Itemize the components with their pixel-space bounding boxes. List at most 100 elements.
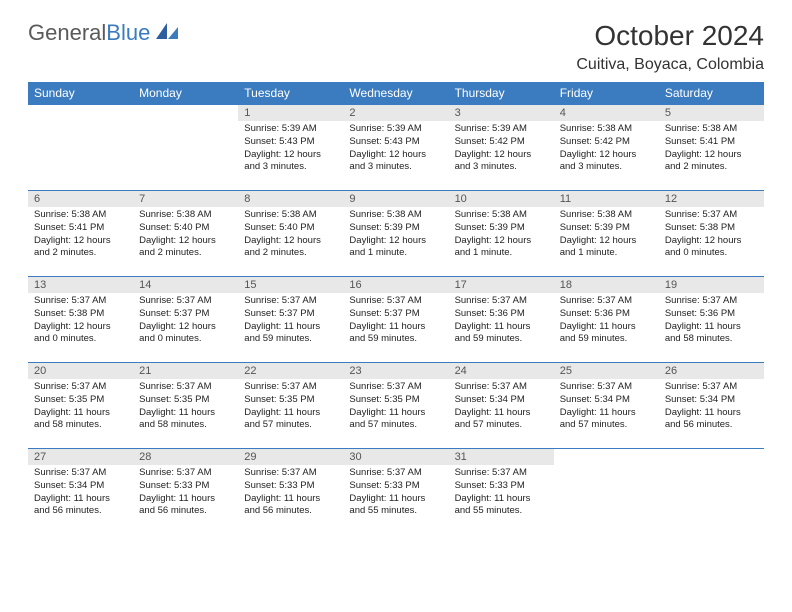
sunrise-text: Sunrise: 5:37 AM [34, 381, 127, 394]
sunset-text: Sunset: 5:34 PM [455, 394, 548, 407]
calendar-head: SundayMondayTuesdayWednesdayThursdayFrid… [28, 82, 764, 105]
day-number: 13 [28, 277, 133, 293]
calendar-cell: 30Sunrise: 5:37 AMSunset: 5:33 PMDayligh… [343, 449, 448, 535]
sunset-text: Sunset: 5:39 PM [560, 222, 653, 235]
sunset-text: Sunset: 5:38 PM [34, 308, 127, 321]
daylight-text: Daylight: 12 hours and 2 minutes. [139, 235, 232, 261]
day-body: Sunrise: 5:37 AMSunset: 5:34 PMDaylight:… [659, 379, 764, 436]
day-number: 19 [659, 277, 764, 293]
day-body: Sunrise: 5:38 AMSunset: 5:39 PMDaylight:… [449, 207, 554, 264]
calendar-cell [554, 449, 659, 535]
sunrise-text: Sunrise: 5:37 AM [244, 295, 337, 308]
calendar-cell: 13 Sunrise: 5:37 AMSunset: 5:38 PMDayligh… [28, 277, 133, 363]
sunset-text: Sunset: 5:35 PM [244, 394, 337, 407]
day-number: 5 [659, 105, 764, 121]
day-number: 12 [659, 191, 764, 207]
sunset-text: Sunset: 5:42 PM [455, 136, 548, 149]
day-body: Sunrise: 5:37 AMSunset: 5:35 PMDaylight:… [133, 379, 238, 436]
day-body: Sunrise: 5:37 AMSunset: 5:37 PMDaylight:… [343, 293, 448, 350]
calendar-cell [28, 105, 133, 191]
day-body: Sunrise: 5:37 AMSunset: 5:34 PMDaylight:… [28, 465, 133, 522]
sunrise-text: Sunrise: 5:38 AM [560, 209, 653, 222]
sunset-text: Sunset: 5:41 PM [34, 222, 127, 235]
day-body: Sunrise: 5:37 AMSunset: 5:36 PMDaylight:… [659, 293, 764, 350]
sunset-text: Sunset: 5:35 PM [34, 394, 127, 407]
logo-text-general: General [28, 20, 106, 46]
day-header: Saturday [659, 82, 764, 105]
sunset-text: Sunset: 5:43 PM [349, 136, 442, 149]
daylight-text: Daylight: 11 hours and 56 minutes. [665, 407, 758, 433]
day-body: Sunrise: 5:38 AMSunset: 5:39 PMDaylight:… [343, 207, 448, 264]
day-body: Sunrise: 5:39 AMSunset: 5:43 PMDaylight:… [343, 121, 448, 178]
day-header: Monday [133, 82, 238, 105]
daylight-text: Daylight: 11 hours and 59 minutes. [560, 321, 653, 347]
calendar-cell: 6Sunrise: 5:38 AMSunset: 5:41 PMDaylight… [28, 191, 133, 277]
daylight-text: Daylight: 11 hours and 58 minutes. [139, 407, 232, 433]
day-number: 23 [343, 363, 448, 379]
sunset-text: Sunset: 5:33 PM [349, 480, 442, 493]
day-header: Friday [554, 82, 659, 105]
sunrise-text: Sunrise: 5:38 AM [560, 123, 653, 136]
page: GeneralBlue October 2024 Cuitiva, Boyaca… [0, 0, 792, 555]
calendar-cell: 8Sunrise: 5:38 AMSunset: 5:40 PMDaylight… [238, 191, 343, 277]
sunrise-text: Sunrise: 5:37 AM [139, 381, 232, 394]
daylight-text: Daylight: 12 hours and 0 minutes. [34, 321, 127, 347]
day-number: 1 [238, 105, 343, 121]
sunrise-text: Sunrise: 5:38 AM [349, 209, 442, 222]
day-body: Sunrise: 5:37 AMSunset: 5:35 PMDaylight:… [238, 379, 343, 436]
day-body: Sunrise: 5:38 AMSunset: 5:41 PMDaylight:… [659, 121, 764, 178]
day-body: Sunrise: 5:38 AMSunset: 5:42 PMDaylight:… [554, 121, 659, 178]
calendar-cell: 19Sunrise: 5:37 AMSunset: 5:36 PMDayligh… [659, 277, 764, 363]
day-body: Sunrise: 5:37 AMSunset: 5:33 PMDaylight:… [238, 465, 343, 522]
sunrise-text: Sunrise: 5:37 AM [244, 467, 337, 480]
day-body: Sunrise: 5:37 AMSunset: 5:36 PMDaylight:… [554, 293, 659, 350]
day-body: Sunrise: 5:39 AMSunset: 5:43 PMDaylight:… [238, 121, 343, 178]
sunrise-text: Sunrise: 5:37 AM [349, 381, 442, 394]
sunrise-text: Sunrise: 5:37 AM [34, 295, 127, 308]
daylight-text: Daylight: 12 hours and 2 minutes. [665, 149, 758, 175]
day-header: Wednesday [343, 82, 448, 105]
sunset-text: Sunset: 5:34 PM [665, 394, 758, 407]
day-header: Sunday [28, 82, 133, 105]
day-number: 17 [449, 277, 554, 293]
day-header-row: SundayMondayTuesdayWednesdayThursdayFrid… [28, 82, 764, 105]
day-number: 8 [238, 191, 343, 207]
calendar-cell: 31Sunrise: 5:37 AMSunset: 5:33 PMDayligh… [449, 449, 554, 535]
daylight-text: Daylight: 11 hours and 57 minutes. [455, 407, 548, 433]
calendar-week-row: 1Sunrise: 5:39 AMSunset: 5:43 PMDaylight… [28, 105, 764, 191]
daylight-text: Daylight: 11 hours and 55 minutes. [455, 493, 548, 519]
calendar-cell: 1Sunrise: 5:39 AMSunset: 5:43 PMDaylight… [238, 105, 343, 191]
day-number: 21 [133, 363, 238, 379]
daylight-text: Daylight: 12 hours and 1 minute. [349, 235, 442, 261]
calendar-cell: 4Sunrise: 5:38 AMSunset: 5:42 PMDaylight… [554, 105, 659, 191]
day-body: Sunrise: 5:37 AMSunset: 5:35 PMDaylight:… [343, 379, 448, 436]
day-number: 14 [133, 277, 238, 293]
calendar-cell: 15Sunrise: 5:37 AMSunset: 5:37 PMDayligh… [238, 277, 343, 363]
daylight-text: Daylight: 11 hours and 58 minutes. [34, 407, 127, 433]
sunset-text: Sunset: 5:35 PM [349, 394, 442, 407]
sunset-text: Sunset: 5:42 PM [560, 136, 653, 149]
calendar-cell: 3Sunrise: 5:39 AMSunset: 5:42 PMDaylight… [449, 105, 554, 191]
day-body: Sunrise: 5:39 AMSunset: 5:42 PMDaylight:… [449, 121, 554, 178]
day-body: Sunrise: 5:37 AMSunset: 5:37 PMDaylight:… [133, 293, 238, 350]
sunset-text: Sunset: 5:36 PM [665, 308, 758, 321]
day-header: Tuesday [238, 82, 343, 105]
day-number: 7 [133, 191, 238, 207]
daylight-text: Daylight: 12 hours and 1 minute. [455, 235, 548, 261]
calendar-cell: 2Sunrise: 5:39 AMSunset: 5:43 PMDaylight… [343, 105, 448, 191]
day-number: 4 [554, 105, 659, 121]
calendar-cell: 10Sunrise: 5:38 AMSunset: 5:39 PMDayligh… [449, 191, 554, 277]
day-number: 16 [343, 277, 448, 293]
sunrise-text: Sunrise: 5:38 AM [455, 209, 548, 222]
day-body: Sunrise: 5:37 AMSunset: 5:38 PMDaylight:… [659, 207, 764, 264]
sunrise-text: Sunrise: 5:37 AM [455, 381, 548, 394]
daylight-text: Daylight: 12 hours and 0 minutes. [139, 321, 232, 347]
day-body: Sunrise: 5:37 AMSunset: 5:34 PMDaylight:… [449, 379, 554, 436]
day-number: 10 [449, 191, 554, 207]
sunset-text: Sunset: 5:34 PM [34, 480, 127, 493]
daylight-text: Daylight: 11 hours and 56 minutes. [34, 493, 127, 519]
day-header: Thursday [449, 82, 554, 105]
daylight-text: Daylight: 12 hours and 2 minutes. [244, 235, 337, 261]
calendar-cell [659, 449, 764, 535]
calendar-cell: 5Sunrise: 5:38 AMSunset: 5:41 PMDaylight… [659, 105, 764, 191]
